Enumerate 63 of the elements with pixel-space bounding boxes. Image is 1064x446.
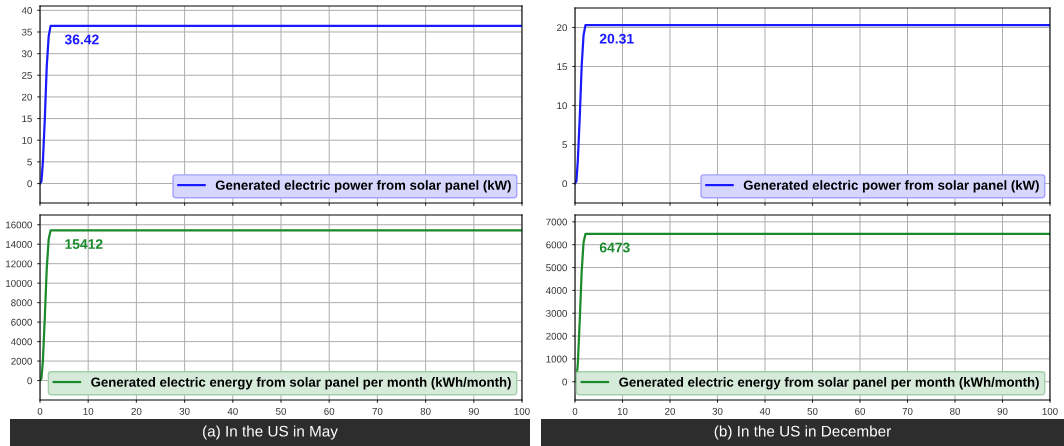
x-tick-label: 90 xyxy=(468,407,479,415)
y-tick-label: 0 xyxy=(27,180,32,188)
y-tick-label: 14000 xyxy=(6,240,32,248)
data-label: 15412 xyxy=(65,239,103,249)
x-tick-label: 40 xyxy=(759,407,771,415)
legend-label: Generated electric power from solar panel (kW) xyxy=(743,180,1039,193)
y-tick-label: 30 xyxy=(21,50,32,58)
y-tick-label: 6000 xyxy=(11,318,32,326)
text: (a) In the US in May xyxy=(203,425,338,440)
y-tick-label: 5000 xyxy=(546,264,567,272)
text: (b) In the US in December xyxy=(714,425,891,440)
x-tick-label: 100 xyxy=(1042,407,1058,415)
x-tick-label: 90 xyxy=(997,407,1008,415)
data-label: 36.42 xyxy=(64,34,99,45)
y-tick-label: 0 xyxy=(562,378,567,386)
x-tick-label: 30 xyxy=(712,407,723,415)
y-tick-label: 25 xyxy=(22,72,32,79)
x-tick-label: 50 xyxy=(807,407,818,415)
x-tick-label: 10 xyxy=(83,407,94,415)
x-tick-label: 20 xyxy=(665,407,676,415)
x-tick-label: 20 xyxy=(131,407,142,415)
y-tick-label: 0 xyxy=(562,180,567,188)
y-tick-label: 12000 xyxy=(6,260,32,268)
legend-label: Generated electric power from solar panel (kW) xyxy=(215,180,511,193)
y-tick-label: 16000 xyxy=(6,221,32,229)
y-tick-label: 10 xyxy=(22,136,32,144)
x-tick-label: 30 xyxy=(179,407,190,415)
x-tick-label: 0 xyxy=(37,407,43,415)
y-tick-label: 8000 xyxy=(11,299,32,307)
y-tick-label: 20 xyxy=(557,24,567,32)
x-tick-label: 50 xyxy=(275,407,287,415)
x-tick-label: 80 xyxy=(950,407,961,415)
y-tick-label: 6000 xyxy=(546,241,567,249)
y-tick-label: 35 xyxy=(21,28,32,36)
y-tick-label: 4000 xyxy=(545,287,567,294)
data-label: 6473 xyxy=(599,242,630,253)
x-tick-label: 60 xyxy=(324,407,335,415)
x-tick-label: 100 xyxy=(514,407,530,415)
y-tick-label: 7000 xyxy=(546,218,567,226)
x-tick-label: 70 xyxy=(372,407,383,415)
y-tick-label: 10000 xyxy=(6,279,32,287)
x-tick-label: 60 xyxy=(855,407,866,415)
x-tick-label: 40 xyxy=(227,407,238,415)
y-tick-label: 5 xyxy=(27,158,32,166)
x-tick-label: 70 xyxy=(902,407,913,415)
y-tick-label: 20 xyxy=(22,93,32,101)
legend-label: Generated electric energy from solar panel per month (kWh/month) xyxy=(91,377,511,390)
y-tick-label: 2000 xyxy=(11,357,32,365)
data-label: 20.31 xyxy=(599,33,634,44)
y-tick-label: 15 xyxy=(557,63,567,71)
y-tick-label: 0 xyxy=(27,377,32,385)
y-tick-label: 4000 xyxy=(10,338,32,346)
y-tick-label: 40 xyxy=(21,7,32,14)
x-tick-label: 80 xyxy=(420,407,431,415)
x-tick-label: 10 xyxy=(617,407,628,415)
legend-label: Generated electric energy from solar panel per month (kWh/month) xyxy=(619,377,1039,390)
y-tick-label: 1000 xyxy=(546,355,567,363)
x-tick-label: 0 xyxy=(572,407,578,415)
y-tick-label: 2000 xyxy=(546,332,567,340)
y-tick-label: 5 xyxy=(562,141,567,149)
y-tick-label: 10 xyxy=(557,102,567,110)
y-tick-label: 15 xyxy=(22,115,32,123)
y-tick-label: 3000 xyxy=(546,309,567,317)
